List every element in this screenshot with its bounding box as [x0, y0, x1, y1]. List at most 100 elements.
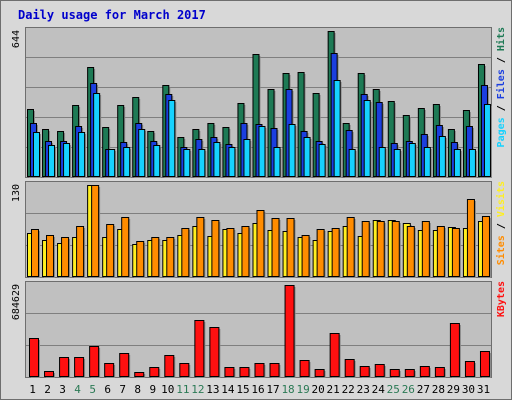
bar-sites-13 — [211, 220, 220, 277]
bar-sites-2 — [46, 235, 55, 277]
bar-sites-20 — [316, 229, 325, 277]
x-tick-label-21: 21 — [327, 383, 340, 396]
x-tick-label-23: 23 — [357, 383, 370, 396]
bar-kbytes-22 — [344, 359, 355, 377]
legend-top-part-4: Hits — [495, 27, 507, 51]
bar-sites-19 — [301, 235, 310, 277]
bar-pages-19 — [303, 137, 311, 177]
bar-pages-17 — [273, 147, 281, 177]
bar-kbytes-9 — [149, 367, 160, 377]
bar-pages-6 — [108, 149, 116, 177]
bar-sites-12 — [196, 217, 205, 277]
bar-kbytes-16 — [254, 363, 265, 377]
bar-pages-16 — [258, 126, 266, 177]
chart-panels: 644 Pages / Files / Hits 130 Sites / Visits… — [11, 27, 507, 378]
bar-kbytes-3 — [59, 357, 70, 377]
bar-kbytes-17 — [269, 363, 280, 377]
y-max-label-top: 644 — [11, 30, 22, 48]
bar-pages-26 — [408, 143, 416, 177]
bar-pages-2 — [48, 145, 56, 177]
bar-sites-4 — [76, 226, 85, 277]
panel-middle: 130 Sites / Visits — [11, 181, 507, 278]
bar-kbytes-23 — [359, 366, 370, 377]
bar-pages-31 — [483, 104, 491, 177]
bar-kbytes-19 — [299, 360, 310, 377]
x-tick-label-15: 15 — [236, 383, 249, 396]
chart-title: Daily usage for March 2017 — [18, 8, 206, 22]
panel-bottom: 684629 KBytes — [11, 281, 507, 378]
x-tick-label-28: 28 — [432, 383, 445, 396]
bar-sites-29 — [451, 228, 460, 277]
x-tick-label-4: 4 — [74, 383, 81, 396]
bar-sites-23 — [361, 221, 370, 277]
x-tick-label-30: 30 — [462, 383, 475, 396]
bar-kbytes-10 — [164, 355, 175, 377]
x-tick-label-19: 19 — [296, 383, 309, 396]
x-tick-label-20: 20 — [312, 383, 325, 396]
panel-top: 644 Pages / Files / Hits — [11, 27, 507, 178]
bar-kbytes-24 — [374, 364, 385, 377]
bar-pages-1 — [33, 132, 40, 177]
bar-sites-28 — [436, 226, 445, 277]
x-tick-label-12: 12 — [191, 383, 204, 396]
bar-kbytes-31 — [479, 351, 490, 377]
legend-top-part-2: Files — [495, 69, 507, 99]
bar-kbytes-28 — [434, 367, 445, 377]
bar-pages-13 — [213, 142, 221, 177]
bar-pages-4 — [78, 132, 86, 177]
bar-pages-15 — [243, 139, 251, 177]
y-max-label-middle: 130 — [11, 184, 22, 202]
bar-sites-31 — [481, 216, 490, 277]
bar-kbytes-18 — [284, 285, 295, 377]
bar-sites-24 — [376, 221, 385, 277]
x-tick-label-24: 24 — [372, 383, 386, 396]
bar-sites-26 — [406, 226, 415, 277]
bar-pages-9 — [153, 145, 161, 177]
bar-kbytes-6 — [104, 363, 115, 377]
x-tick-label-13: 13 — [206, 383, 219, 396]
bar-sites-15 — [241, 226, 250, 277]
plot-area-bottom — [25, 281, 492, 378]
bar-sites-1 — [31, 229, 39, 277]
bar-kbytes-26 — [404, 369, 415, 377]
x-tick-label-6: 6 — [104, 383, 111, 396]
bar-pages-8 — [138, 129, 146, 177]
bar-sites-5 — [91, 185, 100, 277]
bar-kbytes-15 — [239, 367, 250, 377]
x-tick-label-31: 31 — [477, 383, 490, 396]
bar-sites-3 — [61, 237, 70, 277]
bar-kbytes-13 — [209, 327, 220, 377]
bar-pages-5 — [93, 93, 101, 177]
bar-pages-7 — [123, 147, 131, 177]
x-axis-labels: 1 2 3 4 5 6 7 8 9 10 11 12 13 14 15 16 17 18 19 20 21 22 23 24 2… — [29, 383, 490, 396]
legend-middle-part-0: Sites — [495, 235, 507, 265]
bar-kbytes-2 — [44, 371, 55, 377]
x-tick-label-27: 27 — [417, 383, 430, 396]
bar-pages-24 — [378, 147, 386, 177]
bar-kbytes-27 — [419, 366, 430, 377]
bar-pages-20 — [318, 144, 326, 177]
legend-top: Pages / Files / Hits — [495, 27, 507, 147]
bar-sites-22 — [346, 217, 355, 277]
x-tick-label-9: 9 — [149, 383, 156, 396]
bar-pages-30 — [468, 149, 476, 177]
legend-bottom-part-0: KBytes — [496, 281, 507, 317]
bar-pages-14 — [228, 147, 236, 177]
bar-kbytes-12 — [194, 320, 205, 377]
bar-pages-18 — [288, 124, 296, 177]
bar-sites-11 — [181, 228, 190, 277]
bar-kbytes-14 — [224, 367, 235, 377]
bar-sites-10 — [166, 237, 175, 277]
bar-sites-18 — [286, 218, 295, 277]
bar-pages-27 — [423, 147, 431, 177]
x-tick-label-25: 25 — [387, 383, 400, 396]
bar-sites-14 — [226, 228, 235, 277]
bar-sites-7 — [121, 217, 130, 277]
y-max-label-bottom: 684629 — [11, 284, 22, 320]
x-tick-label-5: 5 — [89, 383, 96, 396]
bar-pages-12 — [198, 149, 206, 177]
bar-sites-8 — [136, 241, 145, 277]
bar-kbytes-29 — [449, 323, 460, 377]
bar-sites-9 — [151, 237, 160, 277]
